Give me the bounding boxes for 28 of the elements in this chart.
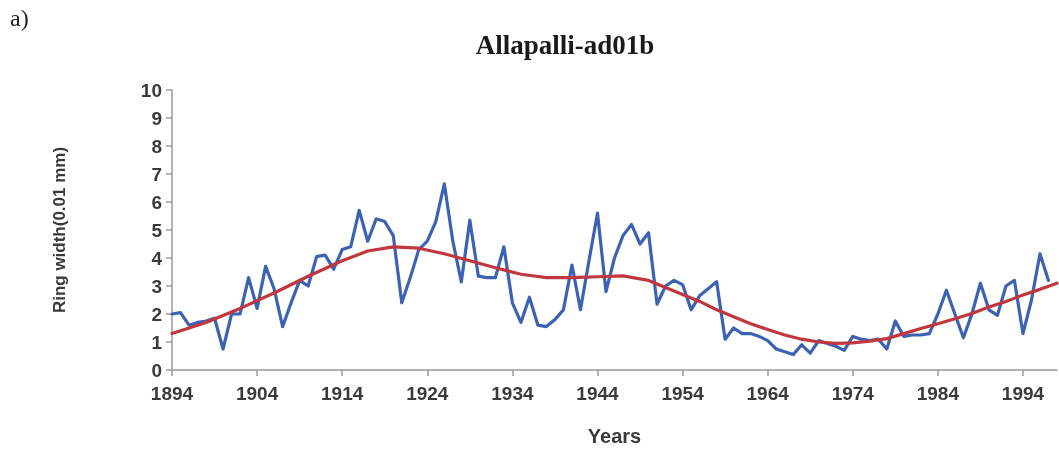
x-tick-label: 1894: [150, 383, 194, 404]
y-tick-label: 3: [151, 275, 162, 297]
x-axis-title: Years: [587, 425, 642, 447]
x-tick-label: 1984: [916, 383, 960, 404]
y-tick-label: 9: [151, 107, 162, 129]
x-tick-label: 1914: [321, 383, 364, 404]
line-series: [170, 245, 1059, 345]
chart-title: Allapalli-ad01b: [475, 29, 655, 60]
y-tick-label: 5: [151, 219, 163, 241]
line-series: [170, 182, 1051, 357]
x-tick-label: 1904: [235, 383, 279, 404]
text: a): [10, 5, 29, 31]
x-tick-label: 1924: [406, 383, 449, 404]
y-tick-label: 0: [151, 359, 162, 381]
x-tick-label: 1964: [746, 383, 790, 404]
y-tick-label: 6: [151, 191, 162, 213]
y-axis-title: Ring width(0.01 mm): [50, 146, 69, 314]
x-tick-label: 1944: [576, 383, 620, 404]
x-tick-label: 1974: [831, 383, 875, 404]
y-tick-label: 4: [151, 247, 163, 269]
y-tick-label: 2: [151, 303, 162, 325]
y-tick-label: 8: [151, 135, 162, 157]
y-tick-label: 7: [151, 163, 162, 185]
x-tick-label: 1994: [1001, 383, 1045, 404]
y-tick-label: 10: [140, 79, 162, 101]
x-tick-label: 1934: [491, 383, 534, 404]
y-tick-label: 1: [151, 331, 163, 353]
x-tick-label: 1954: [661, 383, 705, 404]
